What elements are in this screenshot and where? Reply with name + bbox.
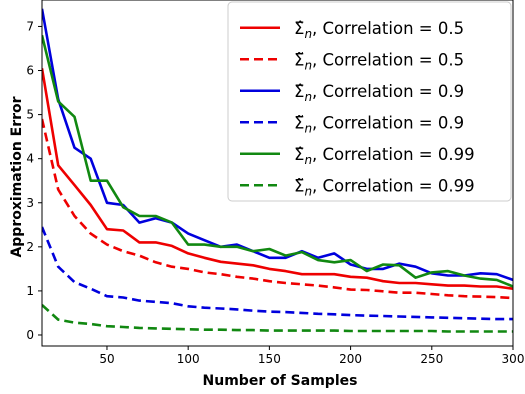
axes: 50 100 150 200 250 300 0 1 2 3 4 5 6 7 [26,0,524,366]
legend-entry-3: Σ̂n, Correlation = 0.9 [294,82,464,104]
axes-frame [41,0,514,347]
x-tick-label: 300 [502,352,525,366]
plot-area [42,8,513,333]
legend-entry-5: Σ̂n, Correlation = 0.99 [294,145,475,167]
y-tick-label: 1 [26,284,34,298]
series-line-1 [42,68,513,290]
x-tick-label: 150 [258,352,281,366]
y-tick-label: 3 [26,196,34,210]
x-tick-label: 100 [177,352,200,366]
y-tick-label: 0 [26,328,34,342]
legend-entry-6: Σ̃n, Correlation = 0.99 [294,176,475,198]
y-tick-label: 5 [26,108,34,122]
y-axis-label: Approximation Error [9,96,25,257]
legend-entry-4: Σ̃n, Correlation = 0.9 [294,113,464,135]
series-line-2 [42,118,513,300]
x-axis-label: Number of Samples [203,373,358,389]
legend: Σ̂n, Correlation = 0.5 Σ̃n, Correlation =… [227,1,512,202]
series-line-5 [42,34,513,288]
series-line-4 [42,226,513,321]
x-tick-label: 250 [420,352,443,366]
y-tick-label: 2 [26,240,34,254]
y-tick-label: 7 [26,19,34,33]
x-tick-label: 50 [99,352,114,366]
series-line-6 [42,304,513,333]
x-tick-label: 200 [339,352,362,366]
legend-entry-1: Σ̂n, Correlation = 0.5 [294,19,464,41]
y-tick-label: 4 [26,152,34,166]
y-tick-label: 6 [26,64,34,78]
legend-entry-2: Σ̃n, Correlation = 0.5 [294,50,464,72]
legend-box [227,1,512,202]
